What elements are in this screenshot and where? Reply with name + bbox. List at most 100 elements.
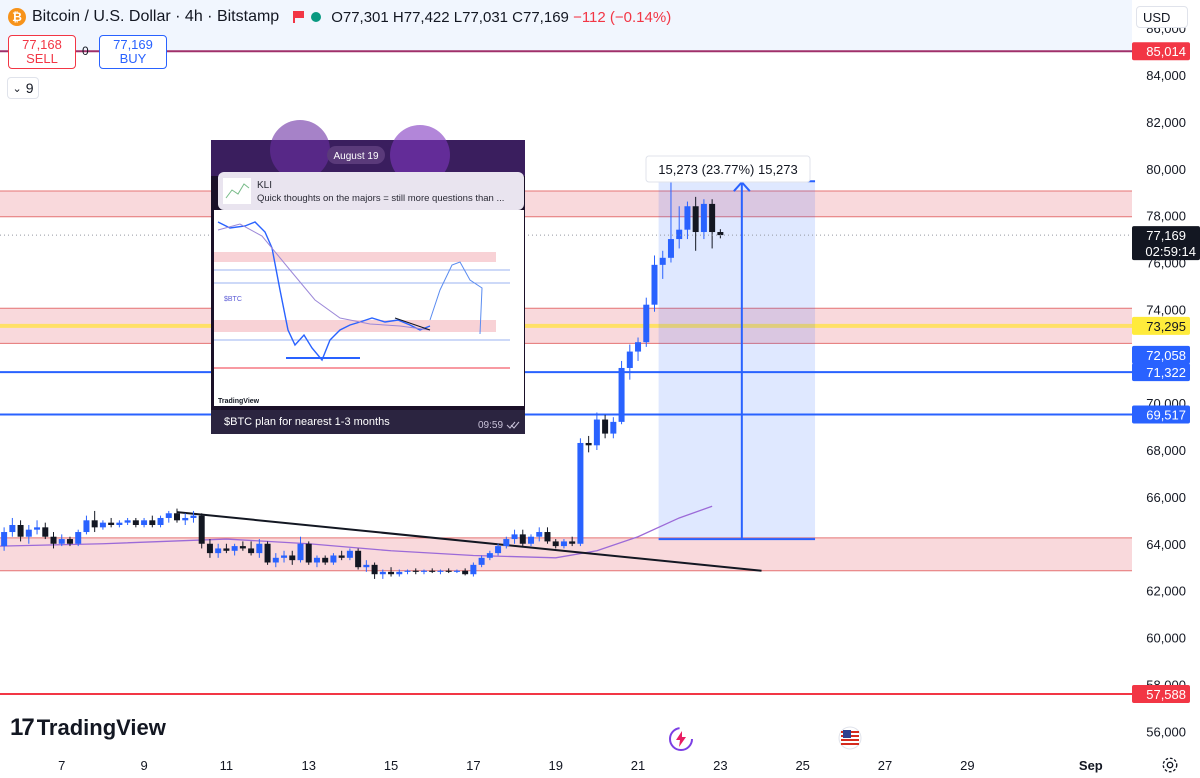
candle-up <box>190 515 197 518</box>
candle-down <box>174 513 181 521</box>
candle-up <box>643 304 650 343</box>
inset-author: KLI <box>257 180 272 191</box>
ohlc-values: O77,301 H77,422 L77,031 C77,169 −112 (−0… <box>331 9 671 26</box>
candle-up <box>363 564 370 568</box>
price-range-measure[interactable] <box>658 180 816 541</box>
candle-down <box>17 525 24 537</box>
tradingview-mark-icon: 17 <box>10 714 35 741</box>
currency-label: USD <box>1143 9 1171 25</box>
candle-up <box>297 543 304 561</box>
candle-down <box>223 548 230 551</box>
sell-button[interactable]: 77,168 SELL <box>8 35 76 69</box>
inset-caption: $BTC plan for nearest 1-3 months <box>224 416 390 428</box>
price-tick: 80,000 <box>1146 162 1186 177</box>
tradingview-logo[interactable]: 17 TradingView <box>10 714 166 742</box>
price-axis[interactable]: 86,00084,00082,00080,00078,00076,00074,0… <box>1132 0 1200 778</box>
flag-icon[interactable] <box>293 11 305 23</box>
price-level-lines <box>0 50 1132 696</box>
candle-up <box>486 553 493 558</box>
measure-label: 15,273 (23.77%) 15,273 <box>645 155 811 183</box>
time-axis[interactable]: 7 9 11 13 15 17 19 21 23 25 27 29 Sep <box>58 758 1103 773</box>
candle-up <box>58 539 65 544</box>
candle-up <box>157 517 164 525</box>
candle-up <box>676 229 683 240</box>
price-label: 71,322 <box>1146 365 1186 380</box>
candle-down <box>132 520 139 525</box>
price-label-bg <box>1132 405 1190 424</box>
candle-down <box>519 534 526 544</box>
indicators-count: 9 <box>25 80 34 96</box>
time-tick: Sep <box>1079 758 1103 773</box>
trendline[interactable] <box>176 511 762 572</box>
price-tick: 64,000 <box>1146 537 1186 552</box>
change-text: −112 (−0.14%) <box>573 8 672 26</box>
candle-down <box>42 527 49 537</box>
candle-up <box>34 527 41 530</box>
symbol-title[interactable]: Bitcoin / U.S. Dollar · 4h · Bitstamp <box>32 8 280 25</box>
price-tick: 68,000 <box>1146 443 1186 458</box>
candle-down <box>289 555 296 561</box>
sell-label: SELL <box>26 51 58 66</box>
candle-up <box>635 342 642 352</box>
candle-down <box>248 548 255 554</box>
candle-up <box>83 520 90 533</box>
candle-up <box>659 257 666 265</box>
candle-down <box>206 543 213 554</box>
candle-up <box>593 419 600 446</box>
candle-up <box>437 570 444 572</box>
candle-down <box>692 206 699 233</box>
news-lightning-icon[interactable] <box>668 726 694 752</box>
candle-down <box>569 541 576 544</box>
gear-icon[interactable] <box>1161 756 1179 774</box>
candle-down <box>585 442 592 446</box>
buy-button[interactable]: 77,169 BUY <box>99 35 167 69</box>
candlesticks <box>1 180 724 579</box>
candle-up <box>182 517 189 521</box>
indicators-toggle[interactable]: ⌄ 9 <box>8 78 38 98</box>
candle-up <box>231 546 238 551</box>
currency-selector[interactable]: USD <box>1136 6 1188 28</box>
candle-up <box>116 522 123 525</box>
candle-up <box>470 564 477 575</box>
candle-up <box>700 203 707 233</box>
inset-ticker: $BTC <box>224 296 242 303</box>
candle-up <box>453 570 460 572</box>
countdown-label: 02:59:14 <box>1145 244 1196 259</box>
inset-brand: TradingView <box>218 398 260 405</box>
candle-up <box>124 520 131 523</box>
last-price-label: 77,169 <box>1146 228 1186 243</box>
inset-time: 09:59 <box>478 420 503 431</box>
time-tick: 13 <box>301 758 315 773</box>
buy-price: 77,169 <box>113 37 153 52</box>
candle-down <box>264 543 271 563</box>
price-label: 57,588 <box>1146 687 1186 702</box>
candle-up <box>25 529 32 537</box>
candle-down <box>709 203 716 233</box>
candle-up <box>651 264 658 305</box>
measure-label-text: 15,273 (23.77%) 15,273 <box>658 162 798 177</box>
bitcoin-logo-icon: ₿ <box>8 8 26 26</box>
candle-down <box>412 570 419 572</box>
price-tick: 62,000 <box>1146 584 1186 599</box>
candle-up <box>626 351 633 368</box>
time-tick: 9 <box>140 758 147 773</box>
ma-line <box>0 505 713 559</box>
time-tick: 27 <box>878 758 892 773</box>
trendline-line <box>176 511 762 572</box>
time-tick: 15 <box>384 758 398 773</box>
price-tick: 66,000 <box>1146 490 1186 505</box>
inset-date-badge: August 19 <box>333 151 378 162</box>
candle-up <box>503 539 510 547</box>
candle-down <box>338 555 345 558</box>
zone <box>0 191 1132 217</box>
candle-down <box>149 520 156 525</box>
candle-down <box>66 539 73 544</box>
us-event-flag-icon[interactable] <box>838 726 862 750</box>
upper-band <box>0 0 1132 52</box>
candle-down <box>239 546 246 549</box>
price-tick: 56,000 <box>1146 724 1186 739</box>
candle-down <box>371 564 378 575</box>
candle-up <box>495 546 502 554</box>
inset-idea-card[interactable]: August 19 KLI Quick thoughts on the majo… <box>211 120 525 434</box>
